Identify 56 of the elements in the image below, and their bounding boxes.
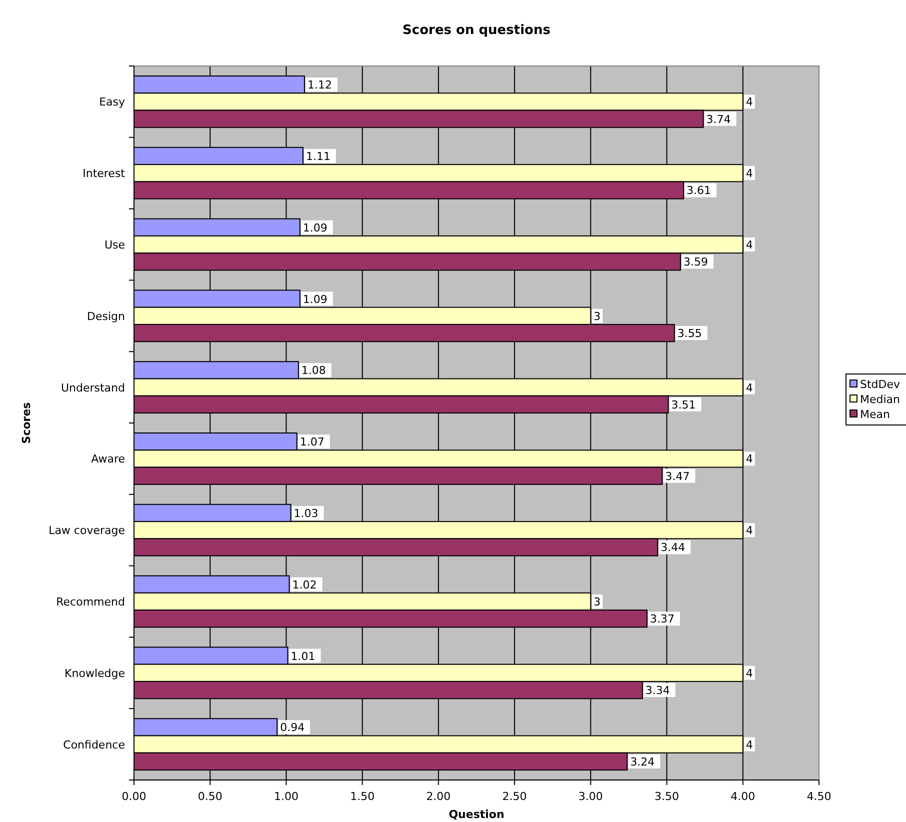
data-label: 1.08 — [301, 364, 326, 378]
data-label: 3.34 — [645, 684, 670, 698]
y-tick-label: Design — [87, 310, 126, 323]
data-label: 3.74 — [706, 112, 731, 126]
data-label: 1.11 — [306, 150, 330, 163]
data-label: 3.24 — [630, 755, 655, 768]
data-label: 1.12 — [307, 78, 332, 92]
data-label: 3.44 — [660, 541, 686, 554]
x-tick-label: 0.50 — [198, 790, 222, 803]
x-tick-label: 1.00 — [274, 790, 298, 803]
x-tick-label: 2.00 — [426, 790, 451, 803]
data-label: 1.09 — [302, 292, 328, 306]
y-axis-title: Scores — [20, 402, 33, 444]
y-tick-label: Interest — [82, 167, 126, 180]
data-label: 4 — [746, 452, 753, 466]
data-label: 4 — [746, 381, 753, 394]
data-label: 1.07 — [300, 436, 324, 449]
x-tick-label: 0.00 — [122, 790, 146, 803]
y-tick-label: Use — [104, 238, 126, 252]
data-label: 4 — [746, 524, 753, 538]
x-tick-label: 1.50 — [350, 790, 375, 803]
data-label: 3.51 — [671, 398, 696, 412]
x-tick-label: 3.50 — [654, 790, 680, 803]
data-label: 3 — [594, 596, 601, 608]
data-label: 4 — [746, 738, 753, 752]
data-label: 3 — [594, 310, 601, 323]
data-label: 1.03 — [294, 506, 318, 520]
x-tick-label: 2.50 — [502, 790, 527, 803]
data-label: 4 — [746, 167, 753, 180]
data-label: 1.01 — [290, 650, 316, 663]
y-tick-label: Law coverage — [48, 524, 126, 538]
x-tick-label: 4.00 — [730, 790, 756, 803]
data-label: 3.55 — [677, 327, 702, 340]
data-label: 4 — [746, 96, 753, 109]
x-tick-label: 3.00 — [578, 790, 603, 803]
y-tick-label: Confidence — [63, 738, 126, 752]
y-tick-label: Recommend — [56, 596, 125, 608]
y-tick-label: Easy — [99, 96, 126, 109]
y-tick-label: Understand — [60, 381, 125, 394]
data-label: 1.02 — [292, 578, 317, 592]
data-label: 3.61 — [686, 184, 712, 198]
data-label: 3.47 — [665, 470, 690, 483]
legend-label: StdDev — [860, 378, 901, 391]
data-label: 4 — [746, 238, 753, 252]
data-label: 0.94 — [280, 721, 305, 734]
x-axis-title: Question — [448, 808, 504, 821]
data-label: 4 — [746, 666, 753, 680]
data-label: 1.09 — [302, 221, 328, 234]
y-tick-label: Knowledge — [64, 666, 126, 680]
data-label: 3.59 — [683, 256, 708, 269]
legend-label: Median — [860, 393, 900, 406]
y-tick-label: Aware — [91, 452, 126, 466]
data-label: 3.37 — [650, 612, 674, 626]
chart-title: Scores on questions — [402, 23, 551, 38]
legend-label: Mean — [860, 408, 890, 421]
x-tick-label: 4.50 — [806, 790, 832, 803]
